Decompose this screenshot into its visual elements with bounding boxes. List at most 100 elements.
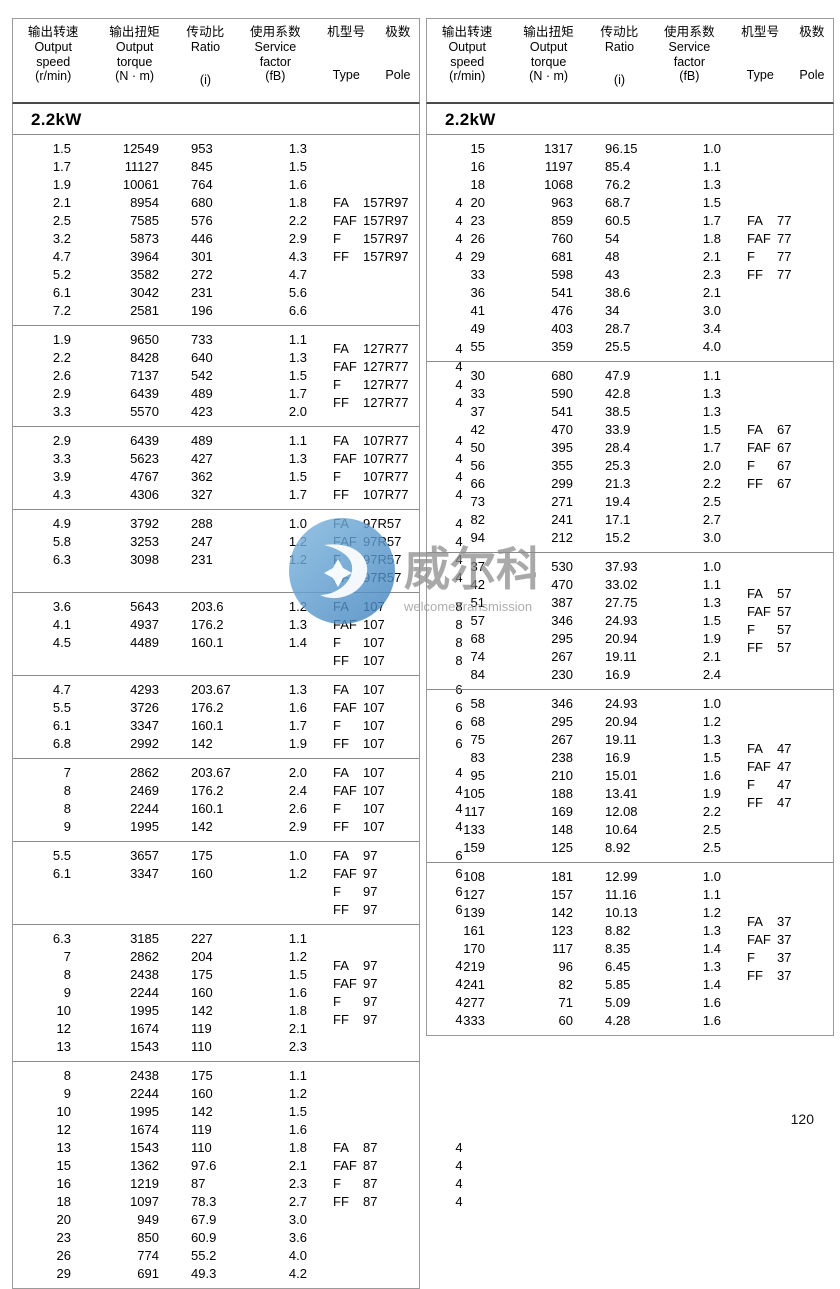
spec-rows: 15 16 18 20 23 26 29 33 36 41 49 55 1317 1197 1068 963 8… [427, 140, 743, 356]
type-model: 97 [363, 848, 378, 863]
type-column: FA 127R77 FAF 127R77 F 127R77 FF 127R77 [329, 340, 437, 412]
cell-output-torque: 10061 [122, 177, 159, 192]
spec-rows: 58 68 75 83 95 105 117 133 159 346 295 267 238 210 188… [427, 695, 743, 857]
cell-ratio: 142 [191, 736, 213, 751]
cell-output-torque: 157 [551, 887, 573, 902]
cell-type: FAF 57 [747, 603, 840, 621]
cell-output-torque-column: 3657 3347 [97, 847, 183, 919]
cell-ratio: 67.9 [191, 1212, 217, 1227]
type-model: 157R97 [363, 213, 409, 228]
cell-service-factor: 6.6 [288, 303, 307, 318]
cell-service-factor: 1.2 [288, 1086, 307, 1101]
cell-pole: 4 [455, 249, 463, 264]
type-column: FA 87 FAF 87 F 87 FF 87 [329, 1139, 437, 1211]
spec-block: 37 42 51 57 68 74 84 530 470 387 346 295 267 230 37.93… [427, 553, 833, 690]
header-type: 机型号 Type [316, 19, 377, 87]
cell-service-factor: 1.3 [288, 617, 307, 632]
cell-output-torque: 11127 [124, 159, 159, 174]
cell-pole: 4 [455, 341, 463, 356]
type-model: 107 [363, 653, 385, 668]
spec-rows: 4.7 5.5 6.1 6.8 4293 3726 3347 2992 203.67 176.2 1… [13, 681, 329, 753]
cell-service-factor: 1.5 [288, 967, 307, 982]
type-model: 127R77 [363, 377, 409, 392]
cell-pole: 4 [455, 783, 463, 798]
cell-output-torque: 3582 [130, 267, 159, 282]
cell-output-speed: 75 [470, 732, 485, 747]
cell-ratio: 24.93 [605, 696, 638, 711]
cell-ratio: 48 [605, 249, 620, 264]
cell-ratio: 489 [191, 386, 213, 401]
right-table-header: 输出转速 Output speed (r/min) 输出扭矩 Output to… [426, 18, 834, 104]
cell-output-torque: 346 [551, 613, 573, 628]
cell-output-torque: 96 [558, 959, 573, 974]
cell-output-torque: 1197 [545, 159, 573, 174]
cell-output-torque: 774 [137, 1248, 159, 1263]
cell-output-torque: 3347 [130, 866, 159, 881]
pole-column: 4 4 4 4 [437, 515, 481, 587]
header-output-speed-cn: 输出转速 [441, 25, 493, 39]
cell-output-torque: 7585 [130, 213, 159, 228]
cell-service-factor: 2.6 [288, 801, 307, 816]
cell-output-speed: 23 [470, 213, 485, 228]
type-column: FA 107R77 FAF 107R77 F 107R77 FF 107R77 [329, 432, 437, 504]
cell-service-factor: 1.1 [702, 159, 721, 174]
cell-service-factor-column: 1.0 1.1 1.3 1.5 1.7 1.8 2.1 2.3 2.1 3.0 3.4 4.0 [659, 140, 743, 356]
cell-ratio: 10.64 [605, 822, 638, 837]
type-prefix: FAF [333, 783, 357, 798]
cell-output-torque: 3098 [130, 552, 159, 567]
cell-type: FAF 97 [333, 975, 437, 993]
type-pole-group: FA 127R77 FAF 127R77 F 127R77 FF 127R77 4 4 4 4 [329, 331, 481, 421]
cell-pole: 6 [455, 866, 463, 881]
type-prefix: FF [333, 1194, 349, 1209]
cell-service-factor: 2.1 [702, 649, 721, 664]
cell-ratio: 227 [191, 931, 213, 946]
type-model: 97 [363, 866, 378, 881]
cell-output-torque: 71 [558, 995, 573, 1010]
type-prefix: F [747, 458, 755, 473]
header-output-torque-en2: torque [116, 54, 153, 69]
cell-type: FAF 97R57 [333, 533, 437, 551]
type-pole-group: FA 107 FAF 107 F 107 FF 107 4 4 4 4 [329, 764, 481, 836]
cell-output-torque: 355 [551, 458, 573, 473]
type-prefix: FAF [333, 359, 357, 374]
cell-service-factor: 1.5 [702, 422, 721, 437]
type-prefix: FAF [333, 534, 357, 549]
cell-ratio: 13.41 [605, 786, 638, 801]
cell-service-factor: 4.0 [702, 339, 721, 354]
cell-output-speed: 8 [63, 783, 71, 798]
cell-pole: 4 [455, 1158, 463, 1173]
cell-output-torque: 3792 [130, 516, 159, 531]
cell-output-torque: 859 [551, 213, 573, 228]
cell-ratio: 119 [191, 1021, 212, 1036]
header-service-factor-en1: Service [668, 39, 711, 54]
cell-type: FF 67 [747, 475, 840, 493]
cell-pole: 4 [455, 570, 463, 585]
type-column: FA 57 FAF 57 F 57 FF 57 [743, 585, 840, 657]
cell-output-speed: 51 [470, 595, 485, 610]
cell-output-speed: 161 [463, 923, 485, 938]
cell-ratio-column: 203.6 176.2 160.1 [183, 598, 245, 670]
cell-output-speed: 170 [463, 941, 485, 956]
cell-output-speed: 333 [463, 1013, 485, 1028]
cell-ratio: 204 [191, 949, 213, 964]
cell-output-speed: 4.7 [52, 249, 71, 264]
cell-service-factor: 2.2 [702, 804, 721, 819]
pole-column: 4 4 4 4 [437, 340, 481, 412]
cell-output-speed: 8 [63, 1068, 71, 1083]
cell-output-torque: 541 [551, 285, 573, 300]
type-prefix: FF [333, 249, 349, 264]
cell-ratio-column: 733 640 542 489 423 [183, 331, 245, 421]
type-prefix: FF [747, 795, 763, 810]
cell-output-speed-column: 30 33 37 42 50 56 66 73 82 94 [427, 367, 511, 547]
cell-type: FA 47 [747, 740, 840, 758]
cell-output-torque: 210 [551, 768, 573, 783]
type-model: 47 [777, 741, 792, 756]
cell-pole: 4 [455, 976, 463, 991]
power-rating-label-right: 2.2kW [445, 110, 496, 129]
type-model: 107 [363, 635, 385, 650]
cell-service-factor: 1.4 [702, 941, 721, 956]
cell-ratio: 78.3 [191, 1194, 217, 1209]
page-number: 120 [790, 1111, 814, 1127]
cell-output-speed: 1.5 [52, 141, 71, 156]
type-prefix: FAF [333, 700, 357, 715]
